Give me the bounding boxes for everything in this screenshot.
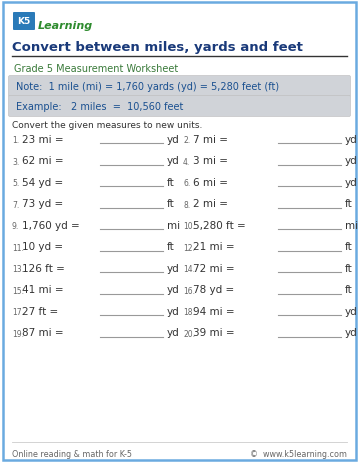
Text: 23 mi =: 23 mi = [22, 135, 64, 144]
Text: yd: yd [167, 328, 180, 338]
Text: Example:   2 miles  =  10,560 feet: Example: 2 miles = 10,560 feet [16, 102, 183, 112]
Text: yd: yd [167, 285, 180, 295]
Text: yd: yd [345, 135, 358, 144]
Text: yd: yd [345, 178, 358, 188]
Text: 12.: 12. [183, 244, 195, 252]
Text: 41 mi =: 41 mi = [22, 285, 64, 295]
Text: 3.: 3. [12, 158, 19, 167]
Text: Convert between miles, yards and feet: Convert between miles, yards and feet [12, 41, 303, 54]
Text: ft: ft [167, 199, 175, 209]
Text: ft: ft [345, 285, 353, 295]
Text: ft: ft [167, 242, 175, 252]
Text: 62 mi =: 62 mi = [22, 156, 64, 166]
Text: 10.: 10. [183, 222, 195, 231]
Text: ft: ft [167, 178, 175, 188]
Text: Learning: Learning [38, 21, 93, 31]
Text: 20.: 20. [183, 329, 195, 338]
Text: 2 mi =: 2 mi = [193, 199, 228, 209]
Text: 94 mi =: 94 mi = [193, 307, 235, 316]
Text: 15.: 15. [12, 287, 24, 295]
Text: 10 yd =: 10 yd = [22, 242, 63, 252]
Text: 126 ft =: 126 ft = [22, 263, 65, 274]
Text: yd: yd [167, 263, 180, 274]
Text: 14.: 14. [183, 265, 195, 274]
Text: Note:  1 mile (mi) = 1,760 yards (yd) = 5,280 feet (ft): Note: 1 mile (mi) = 1,760 yards (yd) = 5… [16, 82, 279, 92]
Text: yd: yd [167, 156, 180, 166]
Text: yd: yd [167, 135, 180, 144]
Text: 2.: 2. [183, 136, 190, 145]
Text: 73 yd =: 73 yd = [22, 199, 63, 209]
Text: 1.: 1. [12, 136, 19, 145]
Text: yd: yd [167, 307, 180, 316]
Text: 18.: 18. [183, 308, 195, 317]
Text: yd: yd [345, 328, 358, 338]
Text: 4.: 4. [183, 158, 190, 167]
Text: 7 mi =: 7 mi = [193, 135, 228, 144]
Text: 9.: 9. [12, 222, 19, 231]
Text: 27 ft =: 27 ft = [22, 307, 58, 316]
Text: K5: K5 [17, 18, 31, 26]
Text: ©  www.k5learning.com: © www.k5learning.com [250, 450, 347, 458]
Text: 72 mi =: 72 mi = [193, 263, 235, 274]
Text: yd: yd [345, 156, 358, 166]
FancyBboxPatch shape [3, 3, 356, 460]
Text: 8.: 8. [183, 200, 190, 210]
Text: Online reading & math for K-5: Online reading & math for K-5 [12, 450, 132, 458]
Text: yd: yd [345, 307, 358, 316]
FancyBboxPatch shape [9, 76, 350, 97]
Text: 78 yd =: 78 yd = [193, 285, 234, 295]
Text: 87 mi =: 87 mi = [22, 328, 64, 338]
Text: 11.: 11. [12, 244, 24, 252]
Text: 7.: 7. [12, 200, 19, 210]
Text: Grade 5 Measurement Worksheet: Grade 5 Measurement Worksheet [14, 64, 178, 74]
Text: 6 mi =: 6 mi = [193, 178, 228, 188]
Text: 13.: 13. [12, 265, 24, 274]
Text: 39 mi =: 39 mi = [193, 328, 235, 338]
FancyBboxPatch shape [13, 13, 35, 31]
FancyBboxPatch shape [9, 96, 350, 117]
Text: 21 mi =: 21 mi = [193, 242, 235, 252]
Text: 17.: 17. [12, 308, 24, 317]
Text: 19.: 19. [12, 329, 24, 338]
Text: 6.: 6. [183, 179, 190, 188]
Text: 54 yd =: 54 yd = [22, 178, 63, 188]
Text: ft: ft [345, 199, 353, 209]
Text: ft: ft [345, 263, 353, 274]
Text: mi: mi [167, 220, 180, 231]
Text: 1,760 yd =: 1,760 yd = [22, 220, 80, 231]
Text: 5.: 5. [12, 179, 19, 188]
Text: 5,280 ft =: 5,280 ft = [193, 220, 246, 231]
Text: 16.: 16. [183, 287, 195, 295]
Text: mi: mi [345, 220, 358, 231]
Text: 3 mi =: 3 mi = [193, 156, 228, 166]
Text: ft: ft [345, 242, 353, 252]
Text: Convert the given measures to new units.: Convert the given measures to new units. [12, 121, 202, 130]
